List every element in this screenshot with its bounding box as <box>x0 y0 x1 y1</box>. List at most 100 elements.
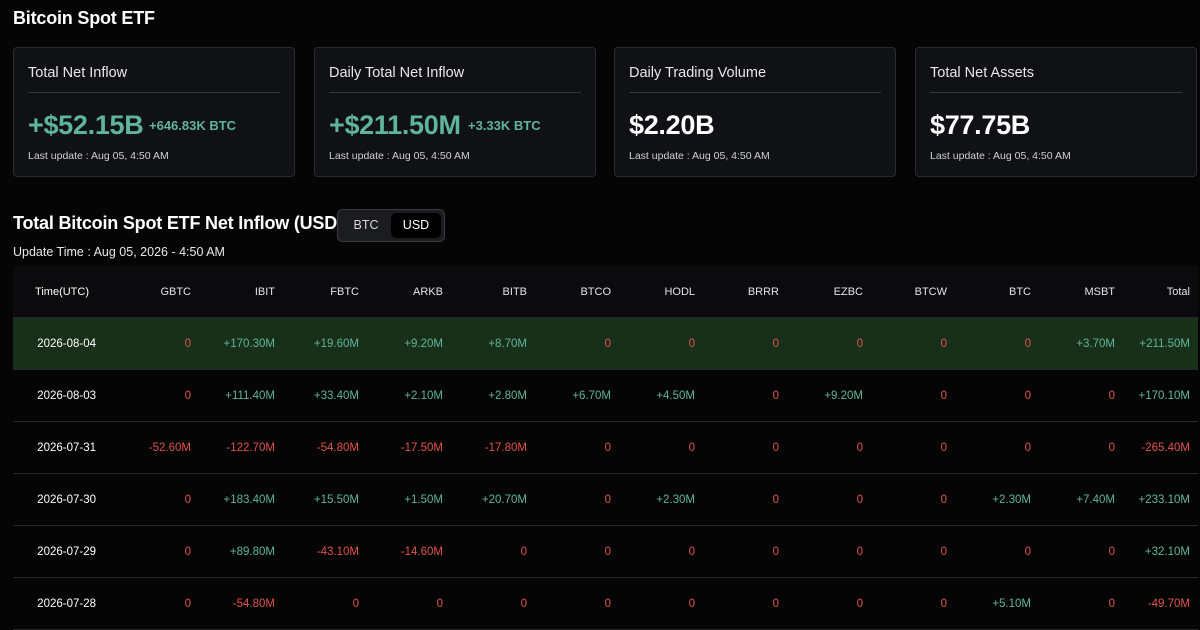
flow-value-cell: 0 <box>772 598 779 610</box>
column-header: HODL <box>664 286 695 298</box>
flow-value-cell: 0 <box>184 546 191 558</box>
flow-value-cell: 0 <box>1108 442 1115 454</box>
flow-value-cell: 0 <box>184 494 191 506</box>
table-row: 2026-07-30 0 +183.40M +15.50M +1.50M +20.70M 0… <box>13 474 1198 526</box>
card-daily-trading-volume: Daily Trading Volume $2.20B Last update … <box>614 47 896 177</box>
summary-cards: Total Net Inflow +$52.15B +646.83K BTC L… <box>13 47 1198 179</box>
row-date-cell: 2026-07-29 <box>37 546 96 558</box>
flow-value-cell: +170.10M <box>1138 390 1190 402</box>
flow-value-cell: -49.70M <box>1147 598 1190 610</box>
row-date-cell: 2026-07-28 <box>37 598 96 610</box>
flow-value-cell: +211.50M <box>1139 338 1190 350</box>
flow-value-cell: 0 <box>604 494 611 506</box>
flow-value-cell: 0 <box>940 390 947 402</box>
flow-value-cell: 0 <box>772 338 779 350</box>
column-header: IBIT <box>254 286 275 298</box>
flow-value-cell: 0 <box>604 598 611 610</box>
flow-value-cell: 0 <box>856 546 863 558</box>
flow-value-cell: 0 <box>184 390 191 402</box>
table-row: 2026-07-29 0 +89.80M -43.10M -14.60M 0 0 0 0 0 0 0 0… <box>13 526 1198 578</box>
flow-value-cell: 0 <box>940 442 947 454</box>
column-header: MSBT <box>1084 286 1115 298</box>
flow-value-cell: -17.50M <box>400 442 443 454</box>
card-daily-total-net-inflow: Daily Total Net Inflow +$211.50M +3.33K … <box>314 47 596 177</box>
row-date-cell: 2026-07-31 <box>37 442 96 454</box>
flow-value-cell: 0 <box>520 546 527 558</box>
table-header-row: Time(UTC) GBTC IBIT FBTC ARKB BITB BTCO HODL BRR… <box>13 266 1198 318</box>
flow-value-cell: 0 <box>604 546 611 558</box>
flow-value-cell: +1.50M <box>404 494 443 506</box>
row-date-cell: 2026-08-04 <box>37 338 96 350</box>
flow-value-cell: +2.30M <box>656 494 695 506</box>
flow-value-cell: +4.50M <box>656 390 695 402</box>
column-header: EZBC <box>833 286 863 298</box>
usd-toggle-button[interactable]: USD <box>391 213 441 238</box>
flow-value-cell: +3.70M <box>1076 338 1115 350</box>
flow-value-cell: +2.80M <box>488 390 527 402</box>
card-title: Total Net Inflow <box>28 65 128 81</box>
flow-value-cell: +233.10M <box>1138 494 1190 506</box>
flow-value-cell: 0 <box>1024 390 1031 402</box>
flow-value-cell: 0 <box>856 598 863 610</box>
flow-value-cell: 0 <box>1024 442 1031 454</box>
card-divider <box>629 92 881 93</box>
card-title: Daily Trading Volume <box>629 65 767 81</box>
flow-value-cell: -14.60M <box>400 546 443 558</box>
flow-value-cell: +32.10M <box>1144 546 1190 558</box>
flow-value-cell: 0 <box>940 494 947 506</box>
flow-value-cell: 0 <box>856 442 863 454</box>
currency-toggle: BTC USD <box>337 209 445 242</box>
update-time: Update Time : Aug 05, 2026 - 4:50 AM <box>13 245 225 259</box>
card-title: Daily Total Net Inflow <box>329 65 465 81</box>
flow-value-cell: 0 <box>772 546 779 558</box>
card-sub-value: +646.83K BTC <box>149 118 237 133</box>
table-row: 2026-07-31 -52.60M -122.70M -54.80M -17.50M -… <box>13 422 1198 474</box>
card-divider <box>329 92 581 93</box>
flow-value-cell: 0 <box>436 598 443 610</box>
table-row: 2026-08-03 0 +111.40M +33.40M +2.10M +2.80M +6… <box>13 370 1198 422</box>
flow-value-cell: +170.30M <box>223 338 275 350</box>
flow-value-cell: 0 <box>688 442 695 454</box>
table-row: 2026-08-04 0 +170.30M +19.60M +9.20M +8.70M 0 0… <box>13 318 1198 370</box>
flow-value-cell: -265.40M <box>1141 442 1190 454</box>
flow-value-cell: +8.70M <box>488 338 527 350</box>
column-header: ARKB <box>413 286 443 298</box>
flow-value-cell: 0 <box>940 546 947 558</box>
card-divider <box>28 92 280 93</box>
row-date-cell: 2026-07-30 <box>37 494 96 506</box>
flow-value-cell: 0 <box>772 442 779 454</box>
flow-value-cell: 0 <box>1108 598 1115 610</box>
flow-value-cell: -52.60M <box>148 442 191 454</box>
column-header: BRRR <box>747 286 779 298</box>
flow-value-cell: +15.50M <box>313 494 359 506</box>
column-header: Total <box>1166 286 1190 298</box>
column-header: GBTC <box>160 286 191 298</box>
btc-toggle-button[interactable]: BTC <box>353 218 379 232</box>
flow-value-cell: 0 <box>1108 546 1115 558</box>
column-header: BTC <box>1009 286 1031 298</box>
flow-value-cell: 0 <box>856 494 863 506</box>
flow-value-cell: 0 <box>1024 546 1031 558</box>
card-value: +$52.15B <box>28 110 144 140</box>
card-title: Total Net Assets <box>930 65 1034 81</box>
flow-value-cell: +9.20M <box>824 390 863 402</box>
flow-value-cell: 0 <box>604 442 611 454</box>
flow-value-cell: +19.60M <box>313 338 359 350</box>
flow-value-cell: 0 <box>1108 390 1115 402</box>
card-value: +$211.50M <box>329 110 461 140</box>
column-header: FBTC <box>330 286 359 298</box>
flow-value-cell: 0 <box>688 598 695 610</box>
flow-value-cell: 0 <box>1024 338 1031 350</box>
section-title: Total Bitcoin Spot ETF Net Inflow (USD) <box>13 213 343 233</box>
card-value: $2.20B <box>629 110 715 140</box>
column-header: BITB <box>502 286 527 298</box>
column-header: Time(UTC) <box>35 286 89 298</box>
flow-value-cell: +2.10M <box>404 390 443 402</box>
card-divider <box>930 92 1182 93</box>
flow-value-cell: 0 <box>604 338 611 350</box>
flow-value-cell: 0 <box>688 338 695 350</box>
flow-value-cell: 0 <box>940 338 947 350</box>
column-header: BTCO <box>580 286 611 298</box>
card-sub-value: +3.33K BTC <box>468 118 541 133</box>
